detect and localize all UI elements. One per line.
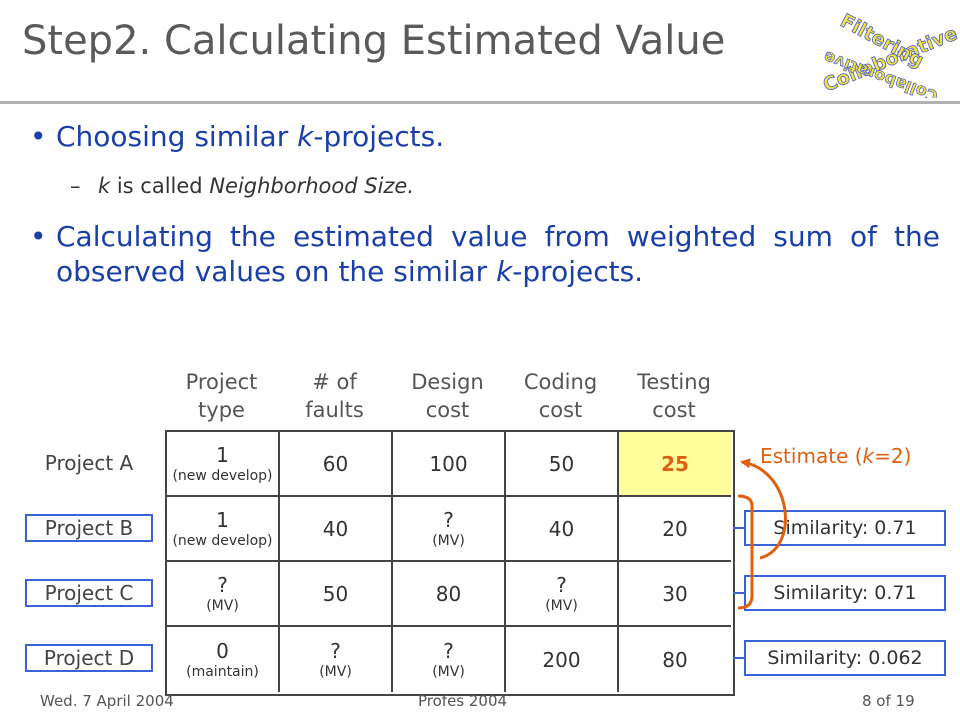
column-header: Testing cost <box>637 370 711 422</box>
table-cell: 1 (new develop) <box>167 497 280 562</box>
table-cell: 40 <box>506 497 619 562</box>
bullet-choosing-similar: • Choosing similar k-projects. <box>30 120 445 153</box>
row-connector-line <box>733 657 745 659</box>
footer-date: Wed. 7 April 2004 <box>40 692 174 710</box>
column-header: Coding cost <box>523 370 598 422</box>
project-table: 1 (new develop) 60 100 50 25 1 (new develop) 40?… <box>165 430 735 696</box>
table-cell: 100 <box>393 432 506 497</box>
table-cell: 80 <box>662 647 688 672</box>
table-cell: 60 <box>280 432 393 497</box>
bullet-dot: • <box>30 220 47 253</box>
estimate-label: Estimate (k=2) <box>760 444 912 468</box>
collaborative-filtering-logo: Collaborative Filtering Collaborative <box>820 9 960 98</box>
row-connector-line <box>733 527 745 529</box>
footer-conference: Profes 2004 <box>418 692 508 710</box>
table-cell: 40 <box>280 497 393 562</box>
table-cell: ? (MV) <box>506 562 619 627</box>
sub-bullet-dash: – <box>70 174 81 198</box>
column-header: Design cost <box>411 370 484 422</box>
row-label-project-b: Project B <box>25 514 153 542</box>
table-cell: 0 (maintain) <box>167 627 280 692</box>
table-cell: 25 <box>619 432 731 497</box>
similarity-box: Similarity: 0.062 <box>744 640 946 676</box>
slide-title: Step2. Calculating Estimated Value <box>22 18 726 64</box>
similarity-box: Similarity: 0.71 <box>744 575 946 611</box>
table-cell: 30 <box>619 562 731 627</box>
column-header: # of faults <box>305 370 364 422</box>
column-header: Project type <box>185 370 258 422</box>
similarity-box: Similarity: 0.71 <box>744 510 946 546</box>
table-cell: ? (MV) <box>280 627 393 692</box>
row-label-project-c: Project C <box>25 579 153 607</box>
sub-bullet-neighborhood: – k is called Neighborhood Size. <box>70 174 415 198</box>
bullet-calculating: • Calculating the estimated value from we… <box>30 220 940 288</box>
bullet-dot: • <box>30 120 47 153</box>
footer-page-number: 8 of 19 <box>862 692 915 710</box>
selection-bracket <box>737 494 754 610</box>
row-label-project-a: Project A <box>44 451 134 475</box>
table-cell: 50 <box>280 562 393 627</box>
title-divider <box>0 101 960 104</box>
table-cell: 200 <box>506 627 619 692</box>
row-label-project-d: Project D <box>25 644 153 672</box>
table-cell: ? (MV) <box>167 562 280 627</box>
table-cell: 80 <box>393 562 506 627</box>
row-connector-line <box>733 592 745 594</box>
estimate-arrow <box>740 458 787 560</box>
table-cell: ? (MV) <box>393 497 506 562</box>
table-cell: 1 (new develop) <box>167 432 280 497</box>
table-cell: 50 <box>506 432 619 497</box>
table-cell: 20 <box>619 497 731 562</box>
table-cell: ? (MV) <box>393 627 506 692</box>
